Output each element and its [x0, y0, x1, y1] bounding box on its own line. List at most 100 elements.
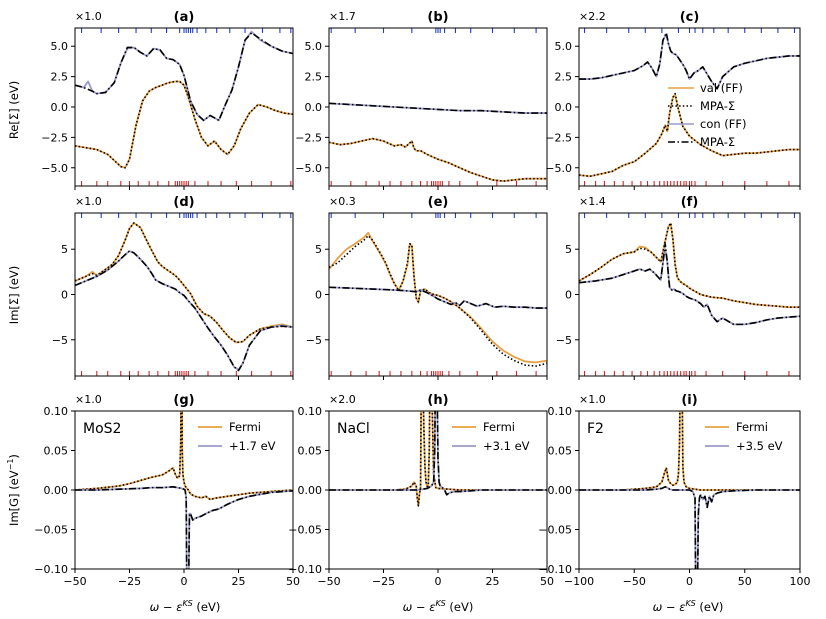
series-line-con_ff [579, 248, 800, 326]
series-group [329, 102, 547, 183]
x-tick-label: −50 [63, 575, 86, 588]
y-tick-label: 0.0 [555, 101, 573, 114]
panel-h: −50 −25 0 25 50−0.10−0.050.000.050.10×2.0 (h)… [288, 393, 554, 588]
x-tick-label: −50 [317, 575, 340, 588]
y-tick-label: 0.05 [548, 445, 573, 458]
panel-title: (f) [681, 195, 699, 210]
series-line-mpa_dashdot [329, 102, 547, 114]
x-tick-label: 50 [286, 575, 300, 588]
series-line-mpa_dashdot [75, 486, 293, 569]
series-line-mpa_dashdot [579, 242, 800, 326]
panel-title: (i) [681, 393, 697, 408]
scale-factor: ×2.0 [329, 393, 356, 406]
legend-label-val-ff: val (FF) [700, 81, 743, 95]
material-label: F2 [587, 421, 604, 437]
y-tick-label: −0.05 [538, 524, 572, 537]
series-group [75, 222, 293, 372]
axes-frame [578, 212, 801, 377]
x-tick-label: 25 [486, 575, 500, 588]
y-tick-label: 0.05 [44, 445, 69, 458]
y-tick-label: 2.5 [51, 71, 69, 84]
y-tick-label: 0.0 [305, 101, 323, 114]
y-tick-label: −5.0 [41, 162, 68, 175]
series-line-mpa_dot [579, 411, 800, 491]
x-axis-label-col0-unit: (eV) [193, 600, 221, 614]
series-line-val_ff [75, 222, 293, 344]
y-axis-label-re: Re[Σ] (eV) [7, 81, 21, 139]
series-line-mpa_dot [329, 137, 547, 182]
series-line-con_ff [579, 33, 800, 90]
material-label: NaCl [337, 421, 370, 437]
y-tick-label: 0.10 [298, 405, 323, 418]
x-axis-label-col0-main: ω − ε [150, 600, 183, 614]
y-tick-label: −5 [52, 334, 68, 347]
scale-factor: ×1.0 [75, 195, 102, 208]
panel-title: (a) [174, 10, 195, 25]
x-axis-label-col1-sup: KS [435, 599, 445, 608]
x-tick-label: −50 [623, 575, 646, 588]
x-axis-label-col2-main: ω − ε [653, 600, 686, 614]
series-line-con_ff [329, 286, 547, 309]
y-tick-label: 0.00 [44, 484, 69, 497]
y-tick-label: 0.10 [548, 405, 573, 418]
y-tick-label: 0.00 [298, 484, 323, 497]
panels-layer: −5.0 −2.5 0.0 2.5 5.0 ×1.0 (a) −5.0 −2.5 0.0 2.5 5.… [34, 10, 810, 588]
y-tick-label: −0.10 [538, 563, 572, 576]
series-line-mpa_dot [329, 411, 547, 507]
panel-title: (e) [428, 195, 449, 210]
series-line-mpa_dashdot [579, 32, 800, 90]
series-line-val_ff [579, 93, 800, 178]
x-tick-label: −25 [118, 575, 141, 588]
y-axis-label-g-close: ) [7, 454, 21, 459]
axis-labels-layer: Re[Σ] (eV) Im[Σ] (eV) Im[G] (eV−1) ω − ε… [6, 81, 723, 614]
y-tick-label: 0.05 [298, 445, 323, 458]
legend-sigma: val (FF) MPA-Σ con (FF) MPA-Σ [668, 81, 747, 149]
x-tick-label: 0 [686, 575, 693, 588]
y-tick-label: 5.0 [51, 40, 69, 53]
series-line-mpa_dashdot [329, 286, 547, 309]
panel-b: −5.0 −2.5 0.0 2.5 5.0 ×1.7 (b) [295, 10, 548, 190]
y-tick-label: 5.0 [555, 40, 573, 53]
x-axis-label-col0-sup: KS [182, 599, 192, 608]
legend-label-mpa-dashdot: MPA-Σ [700, 135, 735, 149]
y-tick-label: 0.10 [44, 405, 69, 418]
series-line-mpa_dashdot [75, 32, 293, 122]
x-tick-label: 50 [540, 575, 554, 588]
x-axis-label-col1-main: ω − ε [403, 600, 436, 614]
x-axis-label-col1-unit: (eV) [446, 600, 474, 614]
scale-factor: ×1.0 [75, 393, 102, 406]
x-axis-label-col1: ω − εKS (eV) [403, 599, 474, 614]
y-tick-label: −0.05 [288, 524, 322, 537]
x-tick-label: 25 [232, 575, 246, 588]
x-axis-label-col0: ω − εKS (eV) [150, 599, 221, 614]
y-tick-label: 0 [61, 289, 68, 302]
scale-factor: ×1.0 [75, 10, 102, 23]
y-tick-label: −2.5 [545, 131, 572, 144]
series-line-val_ff [579, 222, 800, 309]
y-tick-label: 5 [315, 243, 322, 256]
y-tick-label: −2.5 [295, 131, 322, 144]
series-group [579, 222, 800, 326]
y-tick-label: 2.5 [305, 71, 323, 84]
scale-factor: ×1.4 [579, 195, 606, 208]
series-line-mpa_dot [329, 234, 547, 367]
x-axis-label-col2-sup: KS [685, 599, 695, 608]
panel-c: −5.0 −2.5 0.0 2.5 5.0 ×2.2 (c) [545, 10, 801, 190]
x-tick-label: 0 [435, 575, 442, 588]
series-line-mpa_dashdot [75, 250, 293, 372]
series-line-mpa_dot [75, 411, 293, 501]
y-tick-label: 0.00 [548, 484, 573, 497]
series-line-mpa_dashdot [579, 486, 800, 569]
y-tick-label: 0 [565, 289, 572, 302]
y-axis-label-im: Im[Σ] (eV) [7, 266, 21, 324]
y-tick-label: −5 [556, 334, 572, 347]
legend-label-con-ff: con (FF) [700, 117, 747, 131]
legend-label: +3.5 eV [736, 439, 783, 453]
y-tick-label: 0 [315, 289, 322, 302]
series-group [329, 232, 547, 367]
y-tick-label: 5 [61, 243, 68, 256]
x-tick-label: −25 [372, 575, 395, 588]
legend-label: Fermi [483, 420, 515, 434]
panel-title: (d) [173, 195, 194, 210]
series-group [75, 30, 293, 169]
